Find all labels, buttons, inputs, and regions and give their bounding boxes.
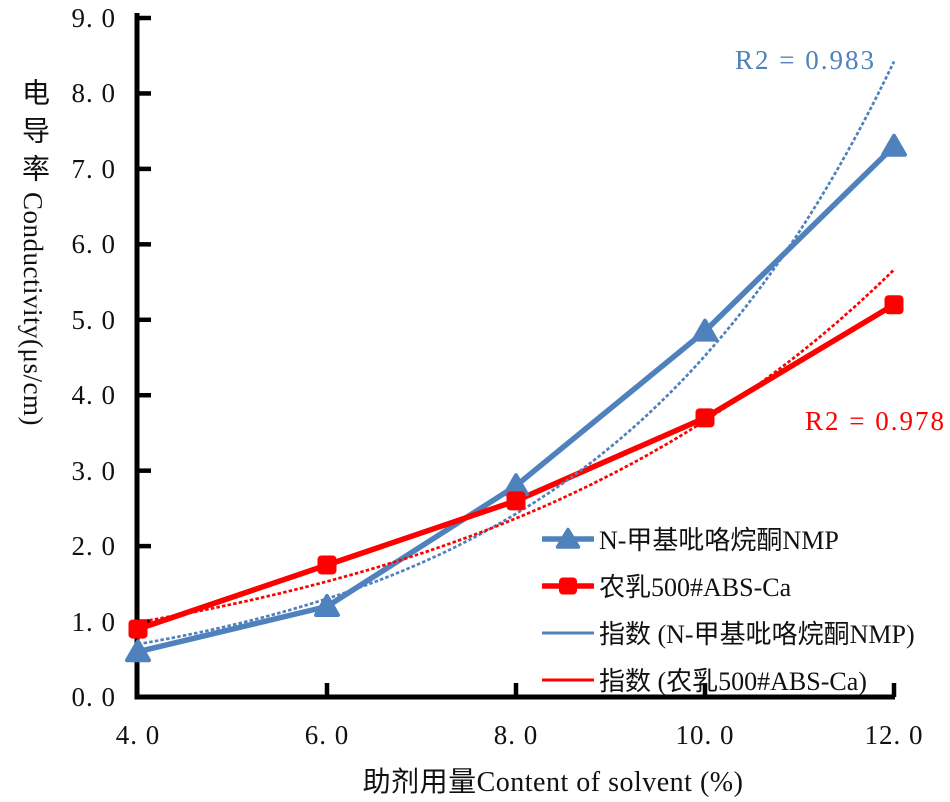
y-tick-label: 7. 0 [71, 153, 116, 184]
legend-sample-trend-abs-line-icon [542, 678, 594, 681]
y-tick-label: 5. 0 [71, 304, 116, 335]
r2-annotation-nmp: R2 = 0.983 [735, 45, 876, 75]
legend-sample-abs-line-square-icon [542, 577, 594, 594]
marker-square [128, 619, 148, 639]
marker-triangle [881, 133, 907, 157]
x-tick-label: 12. 0 [864, 720, 924, 750]
x-axis-title: 助剂用量Content of solvent (%) [362, 767, 744, 798]
r2-annotation-abs: R2 = 0.978 [805, 406, 946, 436]
legend-item-abs: 农乳500#ABS-Ca [542, 562, 915, 609]
marker-square [506, 491, 526, 511]
legend-item-nmp: N-甲基吡咯烷酮NMP [542, 515, 915, 562]
y-tick-label: 6. 0 [71, 229, 116, 260]
legend-label-nmp: N-甲基吡咯烷酮NMP [599, 526, 839, 555]
trendline-0 [137, 60, 896, 646]
y-axis-title: 电导率Conductivity(μs/cm) [13, 78, 53, 426]
legend-label-trend-abs: 指数 (农乳500#ABS-Ca) [599, 667, 867, 696]
y-tick-label: 2. 0 [71, 531, 116, 562]
marker-triangle [314, 593, 340, 617]
legend-sample-nmp-line-triangle-icon [542, 527, 594, 549]
marker-square [884, 295, 904, 315]
legend-item-trend-abs: 指数 (农乳500#ABS-Ca) [542, 656, 915, 703]
x-tick-label: 10. 0 [675, 720, 735, 750]
legend-label-abs: 农乳500#ABS-Ca [599, 573, 792, 602]
y-axis-title-latin: Conductivity(μs/cm) [18, 192, 48, 426]
y-tick-label: 9. 0 [71, 3, 116, 33]
marker-triangle [125, 639, 151, 663]
y-tick-label: 0. 0 [71, 682, 116, 712]
marker-square [317, 555, 337, 575]
x-tick-label: 4. 0 [115, 720, 161, 750]
trendline-1 [137, 268, 895, 624]
legend-item-trend-nmp: 指数 (N-甲基吡咯烷酮NMP) [542, 609, 915, 656]
y-axis-title-cjk: 电导率 [18, 78, 49, 192]
y-tick-label: 3. 0 [71, 455, 116, 486]
x-tick-label: 6. 0 [304, 720, 350, 750]
y-tick-label: 8. 0 [71, 78, 116, 109]
legend-sample-trend-nmp-line-icon [542, 631, 594, 634]
x-tick-label: 8. 0 [493, 720, 539, 750]
legend: N-甲基吡咯烷酮NMP 农乳500#ABS-Ca 指数 (N-甲基吡咯烷酮NMP… [542, 515, 915, 703]
y-tick-label: 1. 0 [71, 606, 116, 637]
marker-triangle [692, 318, 718, 342]
legend-label-trend-nmp: 指数 (N-甲基吡咯烷酮NMP) [599, 620, 915, 649]
marker-square [695, 408, 715, 428]
y-tick-label: 4. 0 [71, 380, 116, 411]
